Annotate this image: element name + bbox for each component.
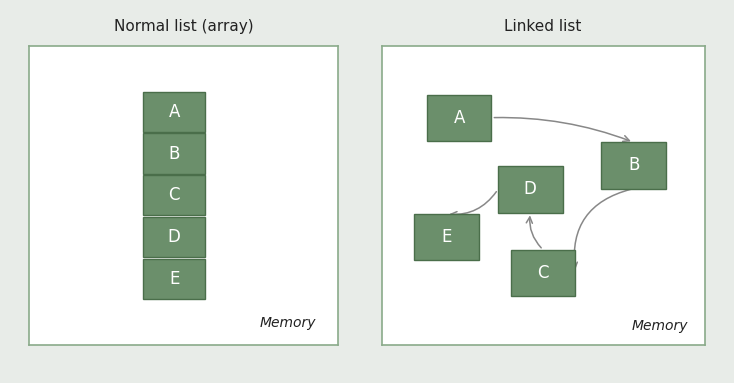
- Text: B: B: [169, 144, 180, 162]
- Text: Linked list: Linked list: [504, 19, 582, 34]
- Bar: [498, 166, 562, 213]
- Text: B: B: [628, 157, 639, 174]
- Bar: [143, 217, 205, 257]
- Bar: [143, 133, 205, 173]
- Text: E: E: [441, 228, 451, 246]
- Bar: [511, 250, 575, 296]
- Text: Memory: Memory: [260, 316, 316, 330]
- Bar: [427, 95, 492, 141]
- Text: A: A: [169, 103, 180, 121]
- Text: E: E: [169, 270, 179, 288]
- Text: A: A: [454, 109, 465, 127]
- Text: Normal list (array): Normal list (array): [114, 19, 253, 34]
- Text: C: C: [537, 264, 549, 282]
- Bar: [414, 214, 479, 260]
- Text: D: D: [524, 180, 537, 198]
- Text: C: C: [169, 187, 180, 204]
- Text: Memory: Memory: [632, 319, 688, 333]
- Text: D: D: [168, 228, 181, 246]
- Bar: [143, 259, 205, 299]
- Bar: [143, 175, 205, 216]
- Bar: [143, 92, 205, 132]
- Bar: [601, 142, 666, 188]
